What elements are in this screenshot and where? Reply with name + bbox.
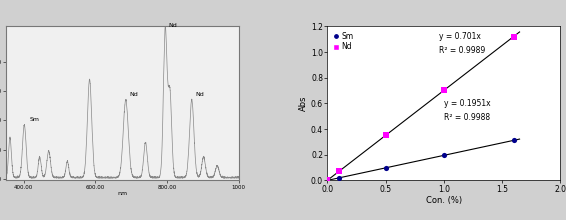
Legend: Sm, Nd: Sm, Nd <box>331 30 355 53</box>
Y-axis label: Abs: Abs <box>299 96 308 111</box>
X-axis label: Con. (%): Con. (%) <box>426 196 462 205</box>
Text: y = 0.1951x: y = 0.1951x <box>444 99 490 108</box>
Text: R² = 0.9988: R² = 0.9988 <box>444 113 490 122</box>
X-axis label: nm: nm <box>117 191 127 196</box>
Point <box>335 176 344 180</box>
Point <box>381 133 390 137</box>
Text: Nd: Nd <box>195 92 204 97</box>
Point <box>323 179 332 182</box>
Point <box>439 88 448 92</box>
Point <box>381 166 390 169</box>
Text: Nd: Nd <box>130 92 138 97</box>
Text: Sm: Sm <box>29 117 40 122</box>
Point <box>509 35 518 38</box>
Text: y = 0.701x: y = 0.701x <box>439 32 481 41</box>
Text: R² = 0.9989: R² = 0.9989 <box>439 46 486 55</box>
Text: Nd: Nd <box>169 23 178 28</box>
Point <box>439 154 448 157</box>
Point <box>335 170 344 173</box>
Point <box>509 138 518 142</box>
Point <box>323 179 332 182</box>
